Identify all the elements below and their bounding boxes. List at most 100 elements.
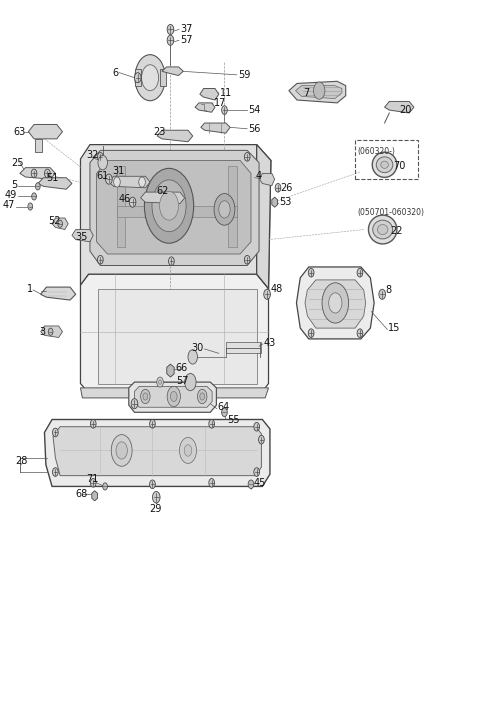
Polygon shape [159,69,166,86]
Circle shape [103,483,108,490]
Text: 11: 11 [220,88,232,98]
Text: 71: 71 [86,474,98,485]
Circle shape [196,366,213,392]
Text: 64: 64 [218,402,230,412]
Text: 6: 6 [112,68,119,78]
Ellipse shape [376,157,393,173]
Ellipse shape [373,220,393,239]
Polygon shape [96,161,251,254]
Circle shape [197,389,207,404]
Text: 30: 30 [192,342,204,353]
Circle shape [150,480,156,489]
Circle shape [222,408,228,417]
Text: 31: 31 [112,166,124,175]
Polygon shape [81,388,268,398]
Polygon shape [41,287,76,300]
Polygon shape [297,267,374,339]
Text: 55: 55 [228,415,240,425]
Polygon shape [384,102,414,113]
Polygon shape [35,139,42,152]
Circle shape [98,156,108,170]
Circle shape [111,435,132,466]
Text: 53: 53 [279,197,292,207]
Circle shape [153,492,160,503]
Text: 47: 47 [3,200,15,210]
Circle shape [157,377,163,387]
Text: 56: 56 [248,124,261,134]
Polygon shape [305,280,366,328]
Circle shape [313,82,325,99]
Text: 22: 22 [390,226,403,236]
Polygon shape [41,326,62,337]
Polygon shape [81,145,271,288]
Circle shape [379,289,385,299]
Circle shape [167,386,180,407]
Polygon shape [296,86,342,99]
Circle shape [188,350,197,364]
Circle shape [259,435,264,444]
Text: 52: 52 [48,216,61,226]
Polygon shape [92,491,97,501]
Text: 66: 66 [175,363,188,373]
Circle shape [36,182,40,190]
Circle shape [159,191,179,220]
Circle shape [134,73,141,83]
Polygon shape [228,167,237,247]
Circle shape [308,268,314,277]
Text: 37: 37 [180,25,192,35]
Circle shape [32,193,36,200]
Polygon shape [53,427,262,476]
Text: 4: 4 [256,172,262,181]
Text: 1: 1 [27,283,34,293]
Text: 61: 61 [96,172,109,181]
Circle shape [143,393,148,400]
Polygon shape [20,168,55,179]
Polygon shape [98,288,257,384]
Text: 25: 25 [12,158,24,167]
Circle shape [97,153,103,162]
Polygon shape [141,192,185,203]
Circle shape [264,289,270,299]
Text: 26: 26 [280,183,293,193]
Polygon shape [28,125,62,139]
Text: 5: 5 [11,180,17,190]
Text: 23: 23 [154,127,166,137]
Text: 7: 7 [303,88,309,98]
Circle shape [131,399,138,409]
Circle shape [167,35,174,45]
Text: 57: 57 [176,376,189,386]
Text: 15: 15 [388,323,401,333]
Circle shape [150,420,156,428]
Polygon shape [72,229,93,242]
Circle shape [106,174,112,184]
Circle shape [45,169,50,177]
Polygon shape [134,386,212,407]
Text: 29: 29 [150,505,162,515]
Circle shape [148,371,157,386]
Text: 45: 45 [254,478,266,488]
Polygon shape [260,174,275,185]
Circle shape [48,328,53,335]
Circle shape [58,220,62,227]
Polygon shape [90,151,259,265]
Polygon shape [45,420,270,487]
Polygon shape [272,197,277,207]
Circle shape [242,362,252,376]
Circle shape [144,366,161,392]
Polygon shape [81,274,268,393]
Circle shape [200,393,204,400]
Circle shape [135,55,165,101]
Circle shape [254,423,260,431]
Circle shape [28,203,33,210]
Circle shape [209,479,215,487]
Circle shape [31,169,37,177]
Text: 43: 43 [264,337,276,348]
Ellipse shape [381,162,388,169]
Circle shape [244,153,250,162]
Circle shape [329,293,342,313]
Polygon shape [117,167,125,247]
Text: 20: 20 [400,105,412,115]
Polygon shape [135,69,141,86]
Polygon shape [109,176,150,187]
Circle shape [322,283,348,323]
